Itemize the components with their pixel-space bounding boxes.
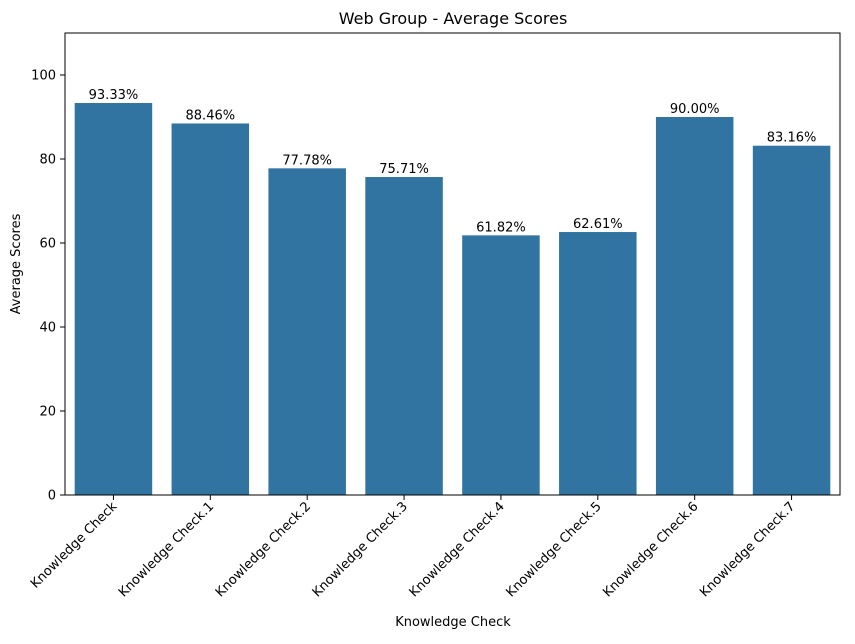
bar (655, 117, 734, 495)
x-tick-label: Knowledge Check.1 (116, 499, 217, 600)
bar (462, 235, 540, 495)
y-tick-label: 60 (39, 237, 56, 252)
plot-area: 93.33% 88.46% 77.78% 75.71% 61.82% 62.61% 90.0… (28, 32, 841, 600)
bar (559, 232, 637, 495)
bar (365, 177, 443, 495)
x-tick-label: Knowledge Check (28, 499, 121, 592)
x-tick-label: Knowledge Check.5 (504, 499, 605, 600)
data-label: 83.16% (767, 131, 817, 146)
chart-title: Web Group - Average Scores (339, 9, 568, 28)
data-label: 77.78% (282, 153, 332, 168)
data-label: 93.33% (89, 88, 139, 103)
data-label: 88.46% (186, 108, 236, 123)
bar (268, 168, 346, 495)
bar (74, 103, 153, 495)
x-tick-label: Knowledge Check.4 (407, 499, 508, 600)
x-tick-label: Knowledge Check.6 (600, 499, 701, 600)
y-tick-label: 100 (31, 69, 56, 84)
bar (752, 145, 831, 495)
data-label: 62.61% (573, 217, 623, 232)
y-tick-label: 0 (48, 489, 56, 504)
plot-frame (64, 32, 841, 496)
data-label: 75.71% (379, 162, 429, 177)
y-axis-label: Average Scores (9, 213, 24, 314)
x-tick-label: Knowledge Check.7 (697, 499, 798, 600)
y-tick-label: 80 (39, 153, 56, 168)
data-label: 61.82% (476, 220, 526, 235)
y-tick-label: 40 (39, 321, 56, 336)
x-tick-label: Knowledge Check.3 (310, 499, 411, 600)
bar (171, 123, 250, 495)
x-axis-label: Knowledge Check (395, 615, 511, 630)
x-tick-label: Knowledge Check.2 (213, 499, 314, 600)
data-label: 90.00% (670, 102, 720, 117)
y-tick-label: 20 (39, 405, 56, 420)
